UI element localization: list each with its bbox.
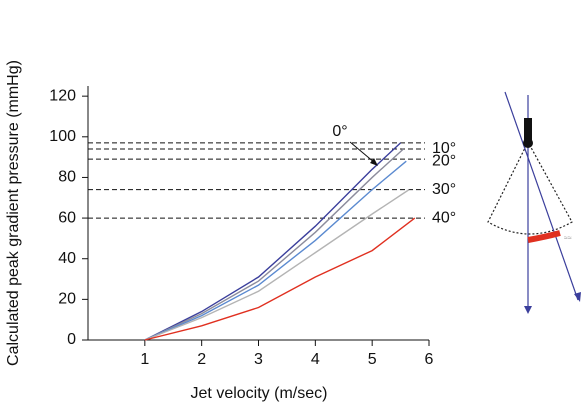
x-axis-label: Jet velocity (m/sec) [191,385,328,402]
y-axis-label: Calculated peak gradient pressure (mmHg) [5,60,22,366]
y-tick-label: 120 [49,87,76,104]
series-line [144,217,416,341]
y-tick-label: 0 [67,331,76,348]
x-tick-label: 2 [197,351,206,368]
y-tick-label: 100 [49,128,76,145]
series-line [144,160,407,341]
probe-schematic: ≈≈ [487,91,581,314]
y-tick-label: 80 [58,169,76,186]
x-tick-label: 6 [425,351,434,368]
x-tick-label: 5 [368,351,377,368]
series-label: 30° [432,181,456,198]
y-tick-label: 20 [58,291,76,308]
y-tick-label: 60 [58,209,76,226]
series-label: 20° [432,152,456,169]
label-arrow [349,141,376,164]
label-arrow-head [370,158,378,166]
x-tick-label: 3 [254,351,263,368]
y-tick-label: 40 [58,250,76,267]
svg-text:≈≈: ≈≈ [564,235,572,242]
x-tick-label: 4 [311,351,320,368]
series-line [144,148,404,341]
series-line [144,142,402,341]
series-label: 10° [432,140,456,157]
series-line [144,189,410,341]
series-label: 40° [432,209,456,226]
x-tick-label: 1 [140,351,149,368]
series-label: 0° [332,123,347,140]
